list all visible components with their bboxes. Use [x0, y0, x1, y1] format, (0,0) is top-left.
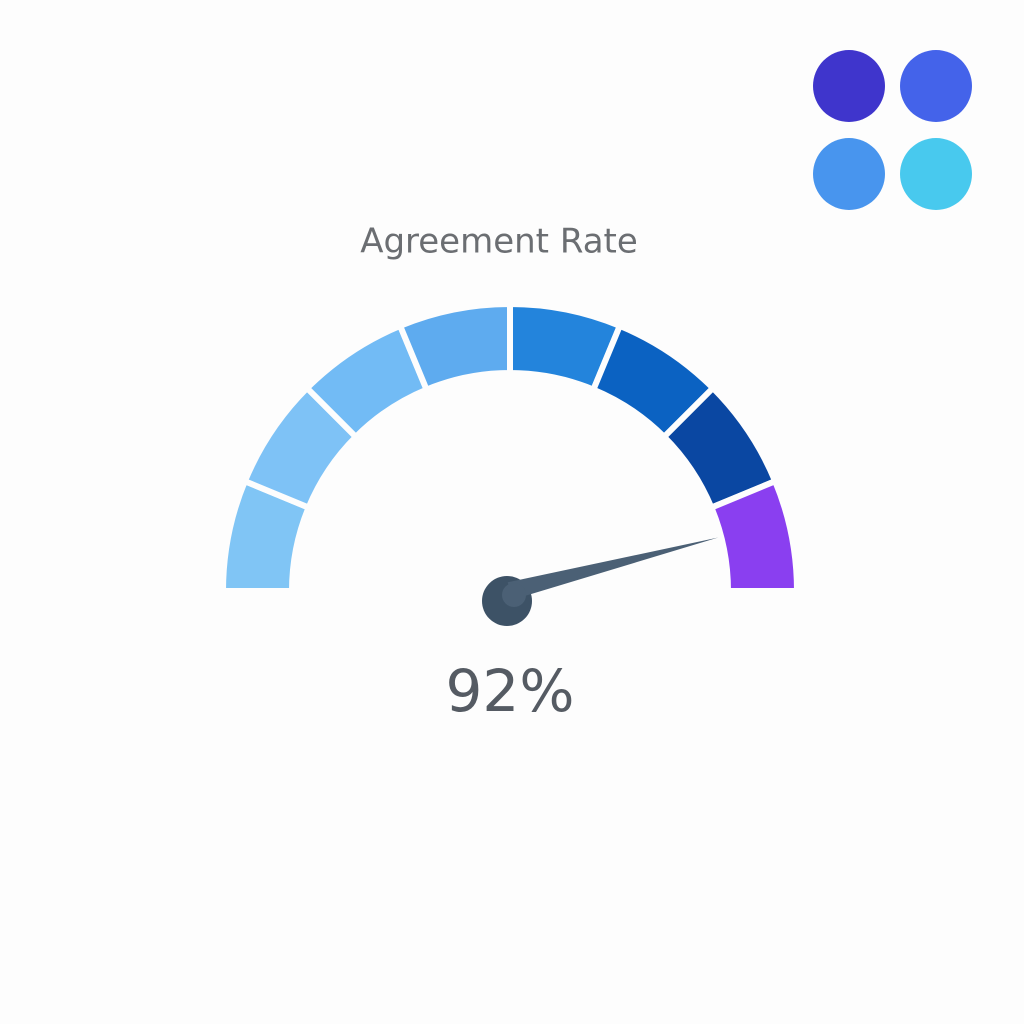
needle-cap [502, 583, 526, 607]
chart-title: Agreement Rate [360, 222, 638, 262]
logo-dot [813, 138, 885, 210]
gauge-band [707, 477, 801, 594]
value-label: 92% [446, 657, 575, 725]
logo-dot [813, 50, 885, 122]
needle [507, 537, 719, 600]
logo-icon [813, 50, 972, 210]
logo-dot [900, 50, 972, 122]
logo-dot [900, 138, 972, 210]
